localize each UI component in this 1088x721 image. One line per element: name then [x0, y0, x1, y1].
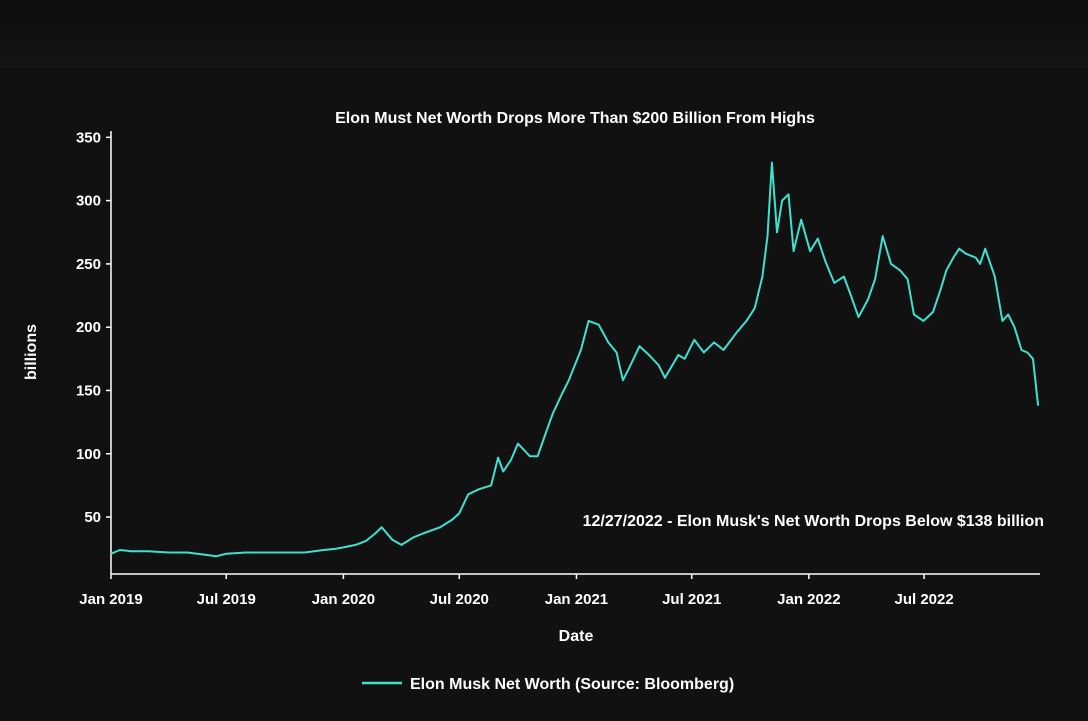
x-tick-label: Jul 2022 — [895, 591, 954, 608]
legend: Elon Musk Net Worth (Source: Bloomberg) — [362, 676, 734, 693]
y-axis-label: billions — [23, 324, 40, 380]
x-axis-ticks: Jan 2019 Jul 2019 Jan 2020 Jul 2020 Jan 2021… — [79, 574, 954, 608]
x-tick-label: Jan 2020 — [312, 591, 375, 608]
x-tick-label: Jul 2019 — [197, 591, 256, 608]
y-tick-label: 250 — [76, 256, 101, 273]
y-tick-label: 200 — [76, 319, 101, 336]
series-group — [110, 161, 1040, 558]
y-tick-label: 300 — [76, 193, 101, 210]
chart-title: Elon Must Net Worth Drops More Than $200… — [335, 110, 815, 127]
series-line-net-worth — [110, 161, 1040, 558]
x-tick-label: Jan 2022 — [777, 591, 840, 608]
x-tick-label: Jan 2019 — [79, 591, 142, 608]
chart-annotation: 12/27/2022 - Elon Musk's Net Worth Drops… — [583, 513, 1044, 530]
y-tick-label: 100 — [76, 446, 101, 463]
y-axis-ticks: 50 100 150 200 250 300 350 — [76, 129, 111, 526]
top-band — [0, 0, 1088, 68]
x-tick-label: Jan 2021 — [545, 591, 608, 608]
legend-label: Elon Musk Net Worth (Source: Bloomberg) — [410, 676, 734, 693]
chart-panel — [0, 68, 1088, 721]
x-tick-label: Jul 2021 — [662, 591, 721, 608]
x-axis-label: Date — [559, 628, 594, 645]
y-tick-label: 350 — [76, 129, 101, 146]
y-tick-label: 150 — [76, 382, 101, 399]
y-tick-label: 50 — [84, 509, 101, 526]
x-tick-label: Jul 2020 — [430, 591, 489, 608]
